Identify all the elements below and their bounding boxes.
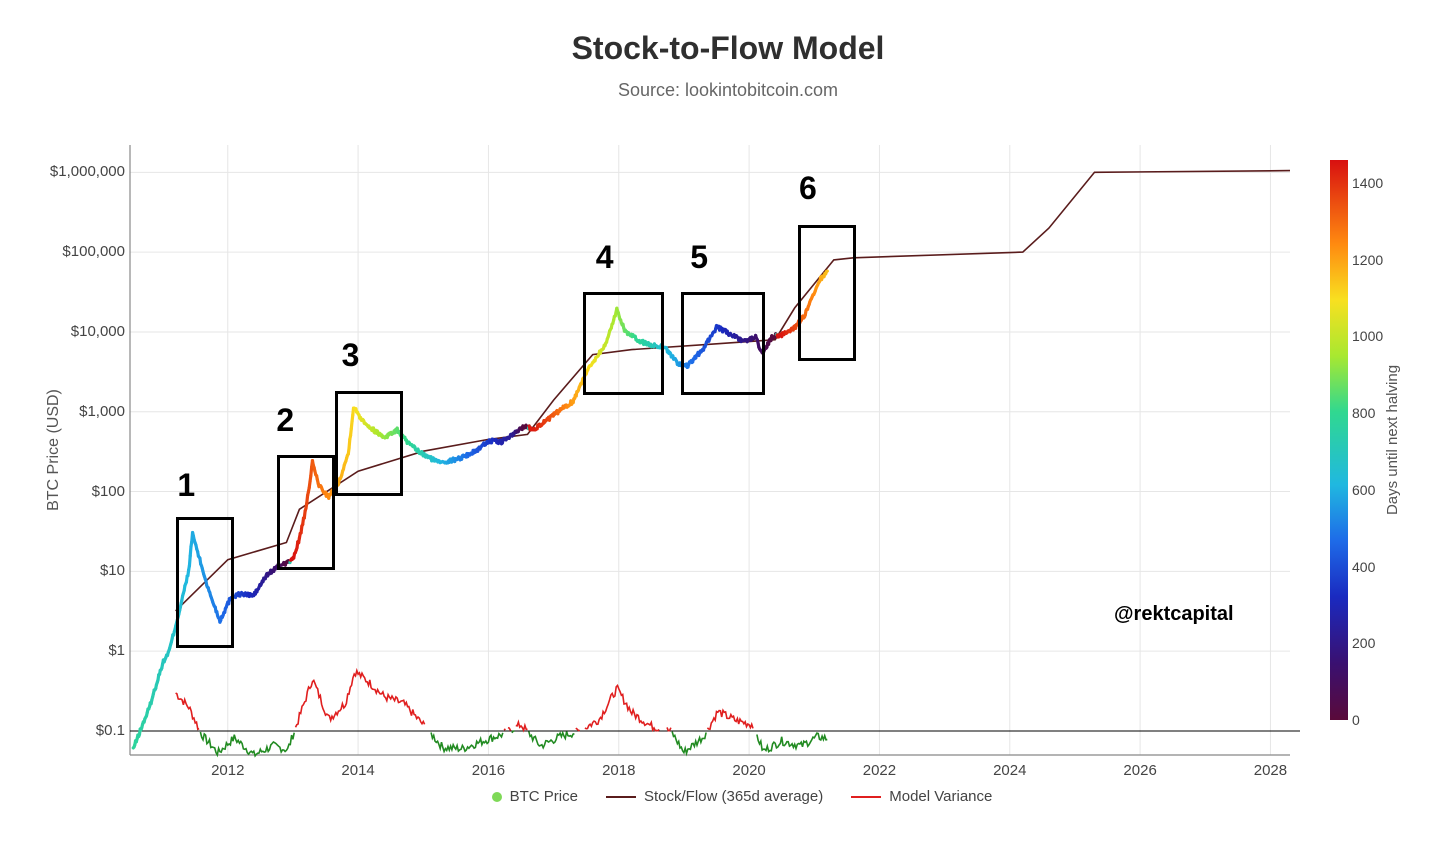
legend-swatch-line [851, 796, 881, 798]
annotation-label: 6 [799, 170, 817, 207]
y-tick-label: $100,000 [15, 243, 125, 260]
annotation-box [583, 292, 664, 396]
colorbar-tick-label: 0 [1352, 712, 1360, 728]
y-axis-label: BTC Price (USD) [45, 145, 63, 755]
annotation-label: 4 [596, 239, 614, 276]
chart-title: Stock-to-Flow Model [0, 30, 1456, 67]
colorbar-tick-label: 800 [1352, 405, 1375, 421]
y-tick-label: $1,000 [15, 403, 125, 420]
annotation-label: 1 [177, 467, 195, 504]
annotation-label: 5 [690, 239, 708, 276]
legend-swatch-dot [492, 792, 502, 802]
x-tick-label: 2016 [458, 762, 518, 779]
x-tick-label: 2026 [1110, 762, 1170, 779]
y-tick-label: $1,000,000 [15, 163, 125, 180]
x-tick-label: 2028 [1240, 762, 1300, 779]
colorbar-tick-label: 1000 [1352, 328, 1383, 344]
colorbar-label: Days until next halving [1384, 160, 1401, 720]
y-tick-label: $1 [15, 642, 125, 659]
y-tick-label: $100 [15, 483, 125, 500]
x-tick-label: 2024 [980, 762, 1040, 779]
colorbar-tick-label: 400 [1352, 559, 1375, 575]
annotation-label: 2 [276, 402, 294, 439]
annotation-box [335, 391, 403, 495]
colorbar-tick-label: 200 [1352, 635, 1375, 651]
x-tick-label: 2022 [849, 762, 909, 779]
y-tick-label: $10 [15, 562, 125, 579]
plot-area [130, 145, 1290, 755]
legend-label: Model Variance [889, 788, 992, 805]
legend-swatch-line [606, 796, 636, 798]
chart-subtitle: Source: lookintobitcoin.com [0, 80, 1456, 101]
watermark: @rektcapital [1114, 603, 1234, 626]
y-tick-label: $10,000 [15, 323, 125, 340]
legend: BTC Price Stock/Flow (365d average) Model … [0, 788, 1456, 805]
colorbar-tick-label: 1200 [1352, 252, 1383, 268]
annotation-box [277, 455, 335, 570]
colorbar-tick-label: 1400 [1352, 175, 1383, 191]
annotation-box [798, 225, 856, 361]
annotation-label: 3 [342, 337, 360, 374]
colorbar [1330, 160, 1348, 720]
y-tick-label: $0.1 [15, 722, 125, 739]
x-tick-label: 2018 [589, 762, 649, 779]
x-tick-label: 2012 [198, 762, 258, 779]
annotation-box [176, 517, 234, 648]
page: Stock-to-Flow Model Source: lookintobitc… [0, 0, 1456, 844]
plot-svg [130, 145, 1290, 755]
legend-label: Stock/Flow (365d average) [644, 788, 823, 805]
x-tick-label: 2014 [328, 762, 388, 779]
x-tick-label: 2020 [719, 762, 779, 779]
legend-label: BTC Price [510, 788, 578, 805]
annotation-box [681, 292, 765, 396]
colorbar-tick-label: 600 [1352, 482, 1375, 498]
